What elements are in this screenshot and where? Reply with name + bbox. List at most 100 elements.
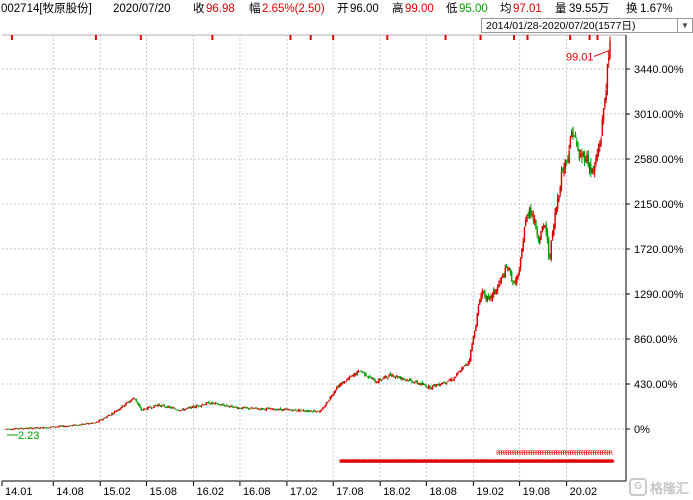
candle <box>184 409 186 411</box>
signal-star: ★ <box>487 458 492 465</box>
candle-body <box>232 407 234 408</box>
candle-body <box>148 406 150 408</box>
candle <box>567 155 569 164</box>
candle <box>429 385 431 390</box>
candle <box>84 423 86 425</box>
candle <box>43 426 46 429</box>
close-value: 96.98 <box>206 3 235 15</box>
signal-star: ★ <box>349 458 354 465</box>
signal-mark: R <box>597 450 601 457</box>
candle <box>454 376 457 379</box>
x-tick-label: 15.02 <box>103 486 131 498</box>
candle <box>412 381 415 384</box>
candle-body <box>65 426 67 427</box>
signal-mark: R <box>496 450 500 457</box>
signal-star: ★ <box>338 458 343 465</box>
signal-star: ★ <box>507 458 512 465</box>
signal-star: ★ <box>559 458 564 465</box>
candle <box>29 427 31 429</box>
candle-body <box>554 212 556 228</box>
candle-body <box>482 290 485 293</box>
signal-star: ★ <box>353 458 358 465</box>
candle <box>475 324 477 332</box>
candle-body <box>495 289 498 295</box>
signal-star: ★ <box>591 458 596 465</box>
signal-star: ★ <box>560 458 565 465</box>
date-range-selector[interactable]: 2014/01/28-2020/07/20(1577日) ▼ <box>481 18 693 33</box>
candle-body <box>161 405 163 407</box>
signal-star: ★ <box>538 458 543 465</box>
candle-body <box>309 410 311 412</box>
signal-star: ★ <box>469 458 474 465</box>
candle <box>85 422 88 425</box>
candle-body <box>222 404 224 406</box>
signal-mark: R <box>600 450 604 457</box>
signal-mark: R <box>533 450 537 457</box>
candle-body <box>194 407 196 408</box>
candle-body <box>457 372 459 374</box>
signal-star: ★ <box>512 458 517 465</box>
chevron-down-icon[interactable]: ▼ <box>677 19 692 32</box>
candle <box>486 295 489 303</box>
candle <box>223 404 226 407</box>
candle-body <box>606 63 609 88</box>
candle <box>127 401 130 404</box>
candle-body <box>458 371 461 373</box>
candle <box>462 366 464 370</box>
signal-star: ★ <box>502 458 507 465</box>
signal-star: ★ <box>603 458 608 465</box>
candle-body <box>208 401 210 404</box>
candle-body <box>514 279 517 285</box>
candle <box>168 405 171 408</box>
candle <box>592 165 595 175</box>
signal-star: ★ <box>488 458 493 465</box>
signal-star: ★ <box>410 458 415 465</box>
signal-star: ★ <box>471 458 476 465</box>
candle-body <box>261 408 264 410</box>
signal-star: ★ <box>424 458 429 465</box>
candle <box>573 134 575 137</box>
signal-star: ★ <box>572 458 577 465</box>
signal-star: ★ <box>430 458 435 465</box>
candle <box>490 294 492 302</box>
candle <box>407 380 409 382</box>
candle-body <box>64 426 66 428</box>
signal-star: ★ <box>476 458 481 465</box>
candle <box>9 428 11 430</box>
signal-mark: R <box>531 450 535 457</box>
candle-body <box>144 408 146 410</box>
candle-body <box>504 267 506 277</box>
candle <box>338 383 340 388</box>
signal-star: ★ <box>553 458 558 465</box>
candle-body <box>129 401 131 403</box>
signal-star: ★ <box>414 458 419 465</box>
signal-star: ★ <box>537 458 542 465</box>
candle-body <box>563 166 565 174</box>
signal-star: ★ <box>569 458 574 465</box>
signal-star: ★ <box>412 458 417 465</box>
signal-star: ★ <box>609 458 614 465</box>
candle <box>242 406 245 409</box>
candle <box>300 410 302 412</box>
candle-body <box>435 384 438 386</box>
turnover-label: 换 <box>626 3 638 15</box>
candle <box>576 137 578 148</box>
candle <box>18 428 20 430</box>
candle-body <box>412 382 415 384</box>
candle-body <box>570 132 573 138</box>
candle-body <box>152 407 154 409</box>
candle <box>131 398 134 401</box>
candle <box>314 409 316 412</box>
candle-body <box>387 377 389 379</box>
signal-star: ★ <box>572 458 577 465</box>
candle-body <box>350 376 352 378</box>
average-label: 均 <box>500 3 512 15</box>
candle-body <box>141 409 144 411</box>
candle-body <box>485 295 487 301</box>
candle <box>502 273 504 279</box>
signal-star: ★ <box>432 458 437 465</box>
signal-mark: R <box>514 450 518 457</box>
candle-body <box>245 406 247 408</box>
signal-mark: R <box>542 450 546 457</box>
